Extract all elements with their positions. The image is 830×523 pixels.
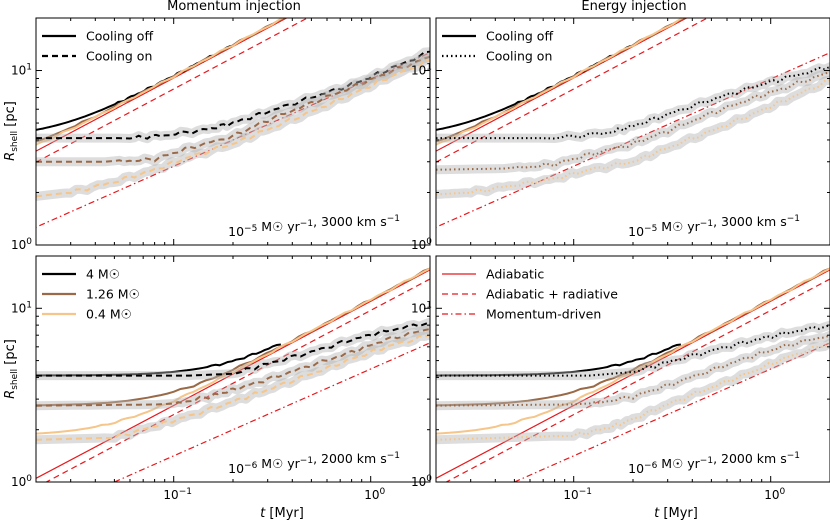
panel-bottom-right: 100 101 10−1 100 Adiabatic Adiabatic + radiat…: [411, 255, 830, 502]
series-shadow-4-msun: [36, 47, 430, 144]
series-4-msun-cooling-on: [36, 50, 430, 140]
x-tick-label: 10−1: [163, 487, 192, 502]
panel-annotation: 10−5 M☉ yr−1, 3000 km s−1: [628, 214, 800, 239]
panel-top-right: 100 101 Cooling off Cooling on 10−5 M☉ yr−1,…: [411, 17, 830, 252]
legend-label: Cooling off: [86, 29, 153, 44]
series-shadow-1.26-msun: [436, 67, 830, 175]
legend-label: Cooling on: [86, 49, 152, 64]
panel-annotation: 10−5 M☉ yr−1, 3000 km s−1: [228, 214, 400, 239]
series-0.4-msun-cooling-on: [36, 334, 430, 441]
y-tick-label: 101: [11, 300, 32, 315]
legend-label: 1.26 M☉: [86, 287, 140, 302]
adiabatic-radiative-line: [45, 278, 430, 482]
y-tick-label: 100: [411, 237, 432, 252]
y-tick-label: 101: [11, 63, 32, 78]
panel-annotation: 10−6 M☉ yr−1, 2000 km s−1: [228, 451, 400, 476]
y-tick-label: 100: [11, 474, 32, 489]
series-0.4-msun-cooling-off: [436, 18, 685, 146]
legend: Cooling off Cooling on: [42, 29, 153, 64]
series-0.4-msun-cooling-off: [436, 267, 830, 435]
y-tick-label: 101: [411, 300, 432, 315]
panel-annotation: 10−6 M☉ yr−1, 2000 km s−1: [628, 451, 800, 476]
y-tick-label: 101: [411, 63, 432, 78]
x-axis-label-right: t [Myr]: [654, 506, 698, 521]
legend-label: Cooling on: [486, 49, 552, 64]
series-0.4-msun-cooling-off: [36, 267, 430, 435]
ticks: [35, 17, 431, 246]
series-0.4-msun-cooling-on: [436, 79, 830, 196]
y-axis-label-bottom: Rshell [pc]: [3, 339, 20, 399]
series-1.26-msun-cooling-on: [436, 71, 830, 171]
legend-label: Momentum-driven: [486, 307, 601, 322]
series-1.26-msun-cooling-on: [36, 328, 430, 407]
plot-area: [36, 267, 430, 482]
momentum-driven-line: [114, 342, 430, 482]
ticks: [435, 255, 830, 483]
series-1.26-msun-cooling-on: [436, 334, 830, 407]
series-4-msun-cooling-on: [36, 321, 430, 377]
plot-area: [436, 267, 830, 482]
adiabatic-radiative-line: [436, 18, 709, 163]
x-tick-label: 100: [364, 487, 385, 502]
x-axis-label-left: t [Myr]: [260, 506, 304, 521]
adiabatic-radiative-line: [445, 278, 830, 482]
y-tick-label: 100: [411, 474, 432, 489]
legend-label: Cooling off: [486, 29, 553, 44]
series-shadow-0.4-msun: [436, 338, 830, 445]
momentum-driven-line: [514, 342, 830, 482]
legend-label: Adiabatic: [486, 267, 544, 282]
series-shadow-4-msun: [436, 62, 830, 143]
series-1.26-msun-cooling-on: [36, 55, 430, 163]
plot-area: [36, 18, 430, 228]
series-0.4-msun-cooling-on: [36, 58, 430, 198]
adiabatic-line: [36, 18, 288, 152]
panel-top-left: 100 101 Cooling off Cooling on 10−5 M☉ yr−1,…: [11, 17, 431, 252]
x-tick-label: 10−1: [563, 487, 592, 502]
legend-label: 4 M☉: [86, 267, 120, 282]
plot-area: [436, 18, 830, 228]
y-tick-label: 100: [11, 237, 32, 252]
adiabatic-line: [436, 18, 688, 152]
column-title-energy: Energy injection: [581, 0, 686, 14]
momentum-driven-line: [36, 52, 430, 228]
series-shadow-1.26-msun: [36, 324, 430, 411]
series-0.4-msun-cooling-on: [436, 342, 830, 441]
legend-label: 0.4 M☉: [86, 307, 132, 322]
x-tick-label: 100: [764, 487, 785, 502]
legend-label: Adiabatic + radiative: [486, 287, 618, 302]
panel-bottom-left: 100 101 10−1 100 4 M☉ 1.26 M☉ 0.4 M☉ 10−6 M☉ yr…: [11, 255, 431, 502]
legend: Cooling off Cooling on: [442, 29, 553, 64]
panels: 100 101 Cooling off Cooling on 10−5 M☉ yr−1,…: [11, 17, 830, 502]
column-title-momentum: Momentum injection: [167, 0, 301, 14]
legend: Adiabatic Adiabatic + radiative Momentum-d…: [442, 267, 618, 322]
adiabatic-radiative-line: [36, 18, 309, 163]
y-axis-label-top: Rshell [pc]: [3, 101, 20, 161]
momentum-driven-line: [436, 52, 830, 228]
legend: 4 M☉ 1.26 M☉ 0.4 M☉: [42, 267, 140, 322]
series-4-msun-cooling-on: [436, 324, 830, 377]
ticks: [35, 255, 431, 483]
series-0.4-msun-cooling-off: [36, 18, 285, 146]
